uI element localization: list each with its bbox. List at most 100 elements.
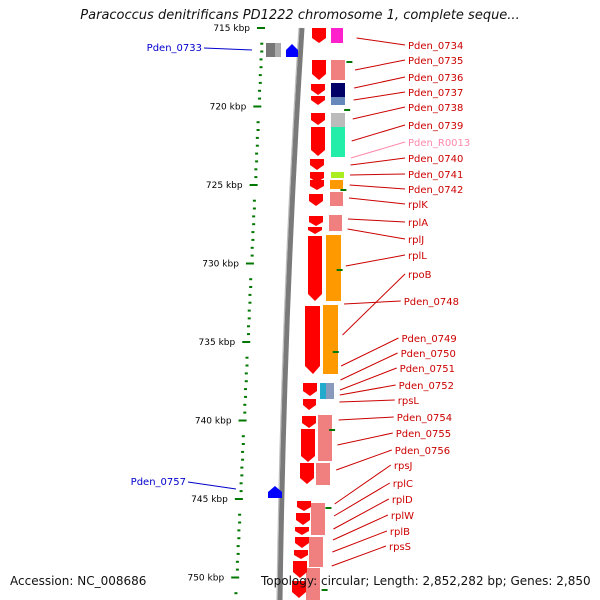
gene-label: Pden_0734: [408, 41, 463, 52]
gene-arrow-rpsJ: [297, 501, 311, 511]
genome-backbone-highlight: [276, 27, 300, 600]
gene-label: Pden_R0013: [408, 138, 470, 149]
gene-label: Pden_0754: [397, 413, 452, 424]
gene-label: Pden_0739: [408, 121, 463, 132]
kbp-tick-label: 720 kbp: [210, 103, 247, 113]
gene-label: rplW: [391, 511, 414, 522]
map-title: Paracoccus denitrificans PD1222 chromoso…: [80, 8, 520, 23]
gene-arrow-rpoB: [308, 236, 322, 301]
band-steel: [331, 97, 345, 105]
gene-label: Pden_0736: [408, 73, 463, 84]
gene-label: rplC: [393, 479, 413, 490]
gene-arrow-0752: [303, 383, 317, 396]
leader-line: [332, 530, 388, 553]
gene-label: Pden_0755: [396, 429, 451, 440]
band-pink-e: [311, 503, 325, 535]
gene-label: Pden_0742: [408, 185, 463, 196]
gene-label: Pden_0741: [408, 170, 463, 181]
leader-line: [350, 141, 406, 159]
gene-label: rpsJ: [394, 461, 413, 472]
kbp-tick-label: 715 kbp: [213, 24, 250, 34]
leader-line: [348, 197, 406, 205]
gene-arrow-0739: [311, 127, 325, 156]
band-navy: [331, 83, 345, 97]
kbp-tick-label: 740 kbp: [195, 417, 232, 427]
leader-line: [353, 91, 406, 101]
band-grey: [331, 113, 345, 127]
accession-text: Accession: NC_008686: [10, 574, 147, 588]
gene-label: rpoB: [408, 270, 432, 281]
kbp-tick-label: 745 kbp: [191, 495, 228, 505]
gene-label: Pden_0752: [399, 381, 454, 392]
leader-line: [339, 384, 396, 396]
kbp-tick-label: 735 kbp: [199, 338, 236, 348]
band-mint: [331, 127, 345, 157]
gene-arrow-0754: [302, 416, 316, 428]
gene-arrow-0748: [305, 306, 320, 374]
kbp-tick-label: 725 kbp: [206, 181, 243, 191]
gene-label: rplD: [392, 495, 413, 506]
gene-arrow-0740: [310, 159, 324, 170]
gene-label: Pden_0735: [408, 56, 463, 67]
gene-label: Pden_0750: [401, 349, 456, 360]
band-pink-d: [316, 463, 330, 485]
gene-arrow-0737: [311, 96, 325, 105]
gene-arrow-0756: [300, 463, 314, 484]
gene-arrow-rplJ: [308, 227, 322, 234]
gene-label: rplJ: [408, 235, 424, 246]
gene-label: Pden_0757: [131, 477, 186, 488]
gene-label: Pden_0733: [147, 43, 202, 54]
leader-line: [350, 173, 406, 176]
gene-arrow-rplB: [294, 550, 308, 559]
leader-line: [340, 352, 398, 381]
leader-line: [331, 545, 387, 567]
gene-label: Pden_0751: [400, 364, 455, 375]
band-pink-b: [329, 215, 342, 231]
leader-line: [339, 399, 395, 403]
gene-arrow-0735: [312, 60, 326, 80]
gene-arrow-0755: [301, 429, 315, 462]
leader-line: [334, 464, 392, 505]
band-salmon: [331, 60, 345, 80]
left-gene-labels: Pden_0733 Pden_0757: [131, 43, 253, 490]
gene-block-grey-light: [275, 43, 281, 57]
leader-line: [354, 76, 406, 89]
leader-line: [340, 337, 399, 367]
gene-arrow-0741: [310, 172, 324, 182]
leader-line: [336, 449, 392, 471]
gene-arrow-rplA: [309, 216, 323, 226]
leader-line: [332, 514, 389, 541]
leader-line: [333, 482, 391, 517]
gene-label: Pden_0756: [395, 446, 450, 457]
leader-line: [356, 37, 406, 46]
gene-arrow-rpsS: [293, 561, 307, 578]
leader-line: [347, 218, 406, 223]
leader-line: [339, 367, 397, 391]
gene-label: rplA: [408, 218, 428, 229]
leader-line: [347, 228, 406, 240]
leader-line: [338, 416, 394, 421]
gene-label: Pden_0740: [408, 154, 463, 165]
band-magenta: [331, 28, 343, 43]
gene-arrow-extra: [292, 581, 306, 598]
leader-line: [354, 59, 406, 71]
feature-content-track: [306, 28, 345, 600]
right-gene-labels: Pden_0734 Pden_0735 Pden_0736 Pden_0737 Pden…: [331, 37, 470, 567]
band-orange-a: [326, 235, 341, 301]
gene-arrow-rplW: [295, 537, 309, 548]
band-pink-f: [309, 537, 323, 567]
leader-line: [187, 481, 237, 490]
gene-arrow-0736: [311, 84, 325, 95]
kbp-ticks: 715 kbp 720 kbp 725 kbp 730 kbp 735 kbp 740 k…: [187, 24, 353, 595]
gene-label: rpsS: [389, 542, 411, 553]
band-lime: [331, 172, 344, 178]
leader-line: [333, 498, 390, 530]
gene-label: Pden_0738: [408, 103, 463, 114]
band-cyan: [320, 383, 326, 399]
band-pink-a: [330, 192, 343, 206]
leader-line: [344, 300, 401, 305]
forward-genes: [292, 28, 326, 598]
band-slate: [326, 383, 334, 399]
leader-line: [345, 254, 406, 267]
